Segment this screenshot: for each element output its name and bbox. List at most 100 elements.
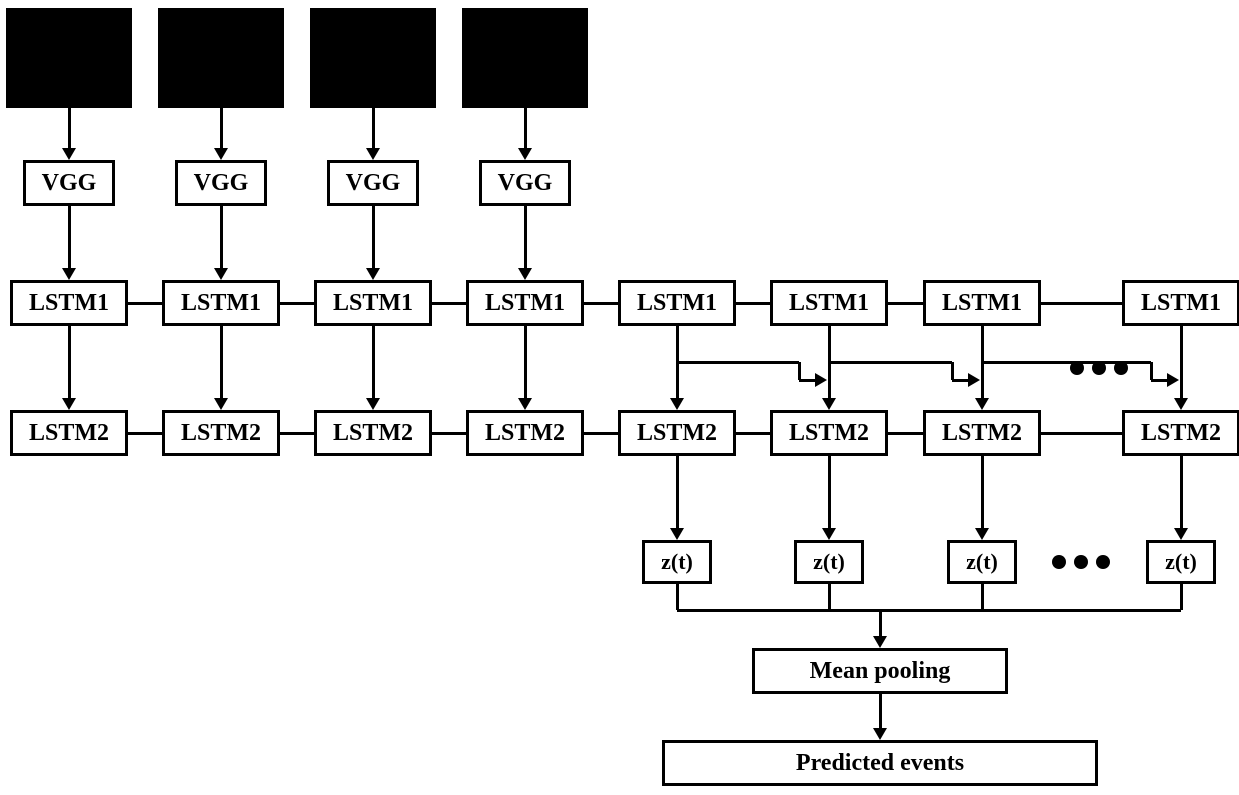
lstm1-box-0: LSTM1 [10,280,128,326]
arrow-vgg-l1-1-head [214,268,228,280]
arrow-l1-l2-2-head [366,398,380,410]
input-image-0 [6,8,132,108]
lstm1-box-1: LSTM1 [162,280,280,326]
lstm2-box-4: LSTM2 [618,410,736,456]
input-image-2 [310,8,436,108]
arrow-vgg-l1-0-head [62,268,76,280]
skip-v1-4 [798,362,801,380]
arrow-l2-zt-7-shaft [1180,456,1183,528]
arrow-img-vgg-3-shaft [524,108,527,148]
zt-drop-4 [676,584,679,610]
arrow-img-vgg-0-head [62,148,76,160]
hconn-l1-0 [128,302,162,305]
arrow-l1-l2-0-shaft [68,326,71,398]
arrow-vgg-l1-0-shaft [68,206,71,268]
skip-arrow-5-shaft [952,379,968,382]
arrow-l2-zt-4-shaft [676,456,679,528]
vgg-box-2: VGG [327,160,419,206]
lstm2-box-7: LSTM2 [1122,410,1239,456]
arrow-bus-pool-shaft [879,610,882,636]
lstm1-box-3: LSTM1 [466,280,584,326]
hconn-l2-3 [584,432,618,435]
arrow-pool-pred-head [873,728,887,740]
hconn-l2-5 [888,432,923,435]
arrow-vgg-l1-3-head [518,268,532,280]
lstm2-box-3: LSTM2 [466,410,584,456]
hconn-l2-2 [432,432,466,435]
skip-v1-5 [951,362,954,380]
arrow-l2-zt-5-shaft [828,456,831,528]
arrow-l2-zt-5-head [822,528,836,540]
lstm1-box-5: LSTM1 [770,280,888,326]
hconn-l2-4 [736,432,770,435]
zt-drop-6 [981,584,984,610]
hconn-l1-4 [736,302,770,305]
hconn-l1-5 [888,302,923,305]
vgg-box-3: VGG [479,160,571,206]
skip-arrow-5-head [968,373,980,387]
arrow-l1-l2-1-head [214,398,228,410]
skip-h-5 [829,361,952,364]
skip-arrow-6-head [1167,373,1179,387]
arrow-vgg-l1-1-shaft [220,206,223,268]
arrow-l1-l2-7-shaft [1180,326,1183,398]
vgg-box-1: VGG [175,160,267,206]
zt-drop-7 [1180,584,1183,610]
arrow-vgg-l1-2-shaft [372,206,375,268]
arrow-img-vgg-2-shaft [372,108,375,148]
arrow-img-vgg-1-head [214,148,228,160]
arrow-l1-l2-6-head [975,398,989,410]
zt-box-4: z(t) [642,540,712,584]
lstm2-box-5: LSTM2 [770,410,888,456]
arrow-l1-l2-2-shaft [372,326,375,398]
ellipsis-dots-top [1070,361,1128,375]
zt-box-6: z(t) [947,540,1017,584]
ellipsis-dots-zt [1052,555,1110,569]
arrow-img-vgg-1-shaft [220,108,223,148]
skip-v1-6 [1150,362,1153,380]
lstm1-box-2: LSTM1 [314,280,432,326]
arrow-img-vgg-2-head [366,148,380,160]
vgg-box-0: VGG [23,160,115,206]
arrow-vgg-l1-2-head [366,268,380,280]
arrow-l1-l2-7-head [1174,398,1188,410]
mean-pooling-box: Mean pooling [752,648,1008,694]
arrow-img-vgg-0-shaft [68,108,71,148]
arrow-l2-zt-6-shaft [981,456,984,528]
skip-h-4 [677,361,799,364]
hconn-l1-3 [584,302,618,305]
predicted-events-box: Predicted events [662,740,1098,786]
hconn-l1-2 [432,302,466,305]
hconn-l2-0 [128,432,162,435]
lstm2-box-6: LSTM2 [923,410,1041,456]
arrow-l1-l2-3-shaft [524,326,527,398]
lstm2-box-1: LSTM2 [162,410,280,456]
arrow-l2-zt-6-head [975,528,989,540]
skip-arrow-4-head [815,373,827,387]
lstm1-box-6: LSTM1 [923,280,1041,326]
zt-drop-5 [828,584,831,610]
zt-box-5: z(t) [794,540,864,584]
arrow-l1-l2-4-head [670,398,684,410]
input-image-3 [462,8,588,108]
arrow-pool-pred-shaft [879,694,882,728]
hconn-l1-6 [1041,302,1122,305]
arrow-vgg-l1-3-shaft [524,206,527,268]
input-image-1 [158,8,284,108]
arrow-l1-l2-1-shaft [220,326,223,398]
arrow-bus-pool-head [873,636,887,648]
arrow-l1-l2-3-head [518,398,532,410]
zt-box-7: z(t) [1146,540,1216,584]
skip-arrow-4-shaft [799,379,815,382]
hconn-l2-1 [280,432,314,435]
arrow-l2-zt-7-head [1174,528,1188,540]
arrow-l2-zt-4-head [670,528,684,540]
lstm2-box-2: LSTM2 [314,410,432,456]
hconn-l2-6 [1041,432,1122,435]
arrow-l1-l2-0-head [62,398,76,410]
lstm1-box-4: LSTM1 [618,280,736,326]
zt-bus [677,609,1181,612]
skip-arrow-6-shaft [1151,379,1167,382]
arrow-l1-l2-5-head [822,398,836,410]
lstm1-box-7: LSTM1 [1122,280,1239,326]
